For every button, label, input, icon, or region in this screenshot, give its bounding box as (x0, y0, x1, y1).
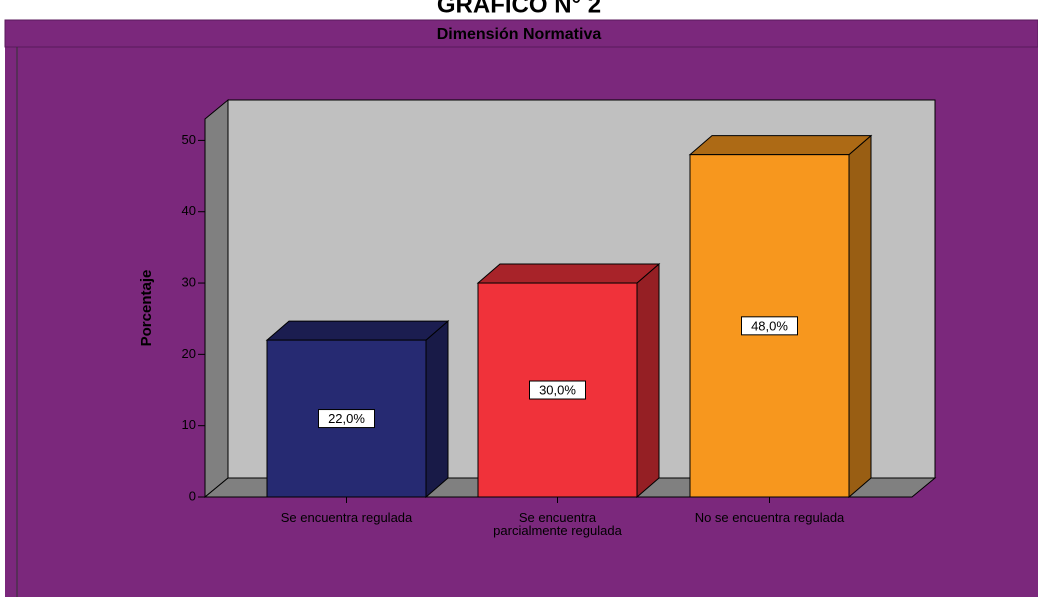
value-label-box (529, 380, 586, 400)
bar-top (688, 135, 873, 156)
value-label-box (318, 409, 375, 429)
y-tick-label: 50 (182, 132, 196, 147)
x-tick-label: Se encuentra parcialmente regulada (493, 510, 622, 538)
value-label: 22,0% (328, 411, 365, 426)
y-tick-label: 40 (182, 203, 196, 218)
y-tick-label: 30 (182, 274, 196, 289)
y-tick-label: 20 (182, 346, 196, 361)
y-tick-label: 0 (189, 488, 196, 503)
bar-top (265, 320, 450, 341)
value-label-box (741, 316, 798, 336)
bar-side (636, 262, 660, 499)
value-label: 30,0% (539, 382, 576, 397)
value-label: 48,0% (751, 318, 788, 333)
y-axis-label: Porcentaje (138, 270, 155, 347)
x-tick-label: No se encuentra regulada (694, 510, 845, 525)
y-tick-label: 10 (182, 417, 196, 432)
bar-side (848, 134, 872, 499)
heading: GRAFICO N° 2 (437, 0, 601, 18)
left-wall (204, 98, 229, 499)
bar-top (476, 263, 661, 284)
x-tick-label: Se encuentra regulada (280, 510, 413, 525)
chart-title: Dimensión Normativa (437, 26, 602, 43)
title-bar (4, 19, 1038, 48)
bar-side (425, 320, 449, 499)
